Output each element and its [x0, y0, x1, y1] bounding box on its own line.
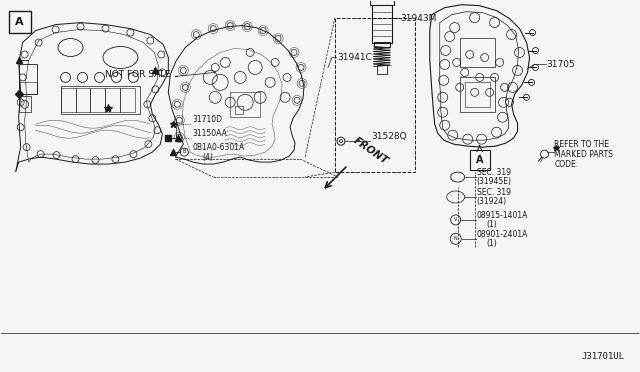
Bar [230, 92, 260, 117]
Text: NOT FOR SALE: NOT FOR SALE [106, 70, 172, 79]
Text: N: N [454, 236, 458, 241]
Text: CODE.: CODE. [554, 160, 579, 169]
Text: SEC. 319: SEC. 319 [477, 168, 511, 177]
Bar [9, 11, 31, 33]
Text: (1): (1) [486, 239, 497, 248]
Bar [120, 89, 136, 112]
Bar [370, 0, 394, 5]
Bar [19, 64, 36, 94]
Text: A: A [15, 17, 24, 27]
Text: 31150AA: 31150AA [192, 129, 227, 138]
Bar [106, 89, 120, 112]
Bar [61, 86, 140, 114]
Text: 08915-1401A: 08915-1401A [477, 211, 528, 220]
Text: 0B1A0-6301A: 0B1A0-6301A [192, 143, 244, 152]
Bar [19, 82, 36, 94]
Text: 31710D: 31710D [192, 115, 222, 124]
Text: FRONT: FRONT [352, 135, 390, 166]
Text: MARKED PARTS: MARKED PARTS [554, 150, 613, 159]
Text: (1): (1) [486, 220, 497, 229]
Text: SEC. 319: SEC. 319 [477, 188, 511, 197]
Text: 31941C: 31941C [337, 54, 372, 62]
Bar [377, 65, 387, 74]
Bar [61, 89, 76, 112]
Text: B: B [182, 149, 186, 154]
Bar [465, 82, 490, 107]
Text: 31943M: 31943M [400, 14, 436, 23]
Bar [374, 42, 390, 46]
Text: V: V [454, 217, 458, 222]
Text: (31945E): (31945E) [477, 177, 511, 186]
Text: 08901-2401A: 08901-2401A [477, 230, 528, 239]
Bar [19, 96, 31, 112]
Bar [76, 89, 90, 112]
Text: (4): (4) [202, 153, 213, 162]
Text: A: A [476, 155, 483, 165]
Text: J31701UL: J31701UL [581, 352, 625, 361]
Text: 31705: 31705 [547, 60, 575, 70]
Text: 31528Q: 31528Q [371, 132, 406, 141]
Bar [470, 150, 490, 170]
Bar [90, 89, 106, 112]
Text: REFER TO THE: REFER TO THE [554, 140, 609, 149]
Text: (31924): (31924) [477, 197, 507, 206]
Bar [235, 106, 243, 114]
Bar [460, 38, 495, 67]
Bar [335, 17, 415, 172]
Bar [460, 77, 495, 112]
Bar [372, 5, 392, 42]
